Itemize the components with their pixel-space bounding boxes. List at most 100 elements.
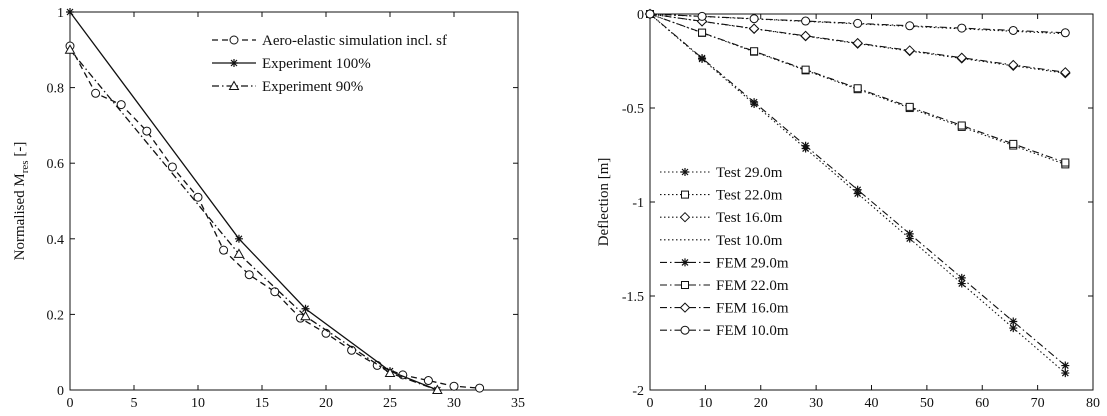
data-point (142, 126, 152, 136)
data-point (853, 185, 862, 194)
x-tick-label: 30 (447, 396, 461, 411)
y-tick-label: 0.2 (47, 308, 65, 323)
data-point (698, 28, 707, 37)
series-line (69, 11, 438, 391)
data-point (1060, 67, 1071, 78)
y-axis-label-subscript: res (19, 160, 31, 173)
y-tick-label: 0.8 (47, 82, 65, 97)
data-point (1061, 361, 1070, 370)
data-point (905, 102, 914, 111)
x-tick-label: 0 (647, 396, 654, 411)
data-point (233, 248, 245, 258)
data-point (116, 100, 126, 110)
y-tick-label: 1 (57, 6, 64, 21)
data-point (853, 18, 863, 28)
data-point (244, 270, 254, 280)
x-axis-label: r [m] (279, 414, 309, 416)
data-point (800, 30, 811, 42)
data-point (1061, 158, 1070, 167)
data-point (750, 98, 759, 107)
data-point (300, 310, 311, 321)
legend-marker (230, 59, 238, 67)
chart-1: 0 10 20 30 40 50 60 70 80 0 -0.5 -1 -1.5 -2 Loading [%… (596, 8, 1100, 416)
y-axis-label: Deflection [m] (596, 158, 612, 247)
data-point (1061, 369, 1070, 378)
y-tick-label: 0.4 (47, 233, 65, 248)
y-axis-label-unit: [-] (12, 142, 28, 161)
legend-marker (681, 190, 689, 199)
x-tick-label: 35 (511, 396, 525, 411)
legend-label: Experiment 100% (262, 56, 371, 72)
data-point (432, 384, 443, 394)
legend-marker (229, 35, 239, 45)
legend: Test 29.0m Test 22.0m Test 16.0m Test 10.0m… (655, 160, 815, 350)
series-2 (64, 44, 443, 394)
data-point (853, 84, 862, 93)
legend-label: FEM 29.0m (716, 255, 789, 271)
chart-0: 0 5 10 15 20 25 30 35 0 0.2 0.4 0.6 0.8 1 r [m] Normali… (12, 6, 525, 416)
series-line (69, 45, 480, 389)
legend-label: FEM 10.0m (716, 323, 789, 339)
data-point (66, 8, 74, 16)
x-tick-label: 70 (1031, 396, 1045, 411)
legend-label: Test 10.0m (716, 233, 783, 249)
legend-marker (681, 168, 689, 176)
data-point (957, 279, 966, 288)
x-tick-label: 20 (754, 396, 768, 411)
legend-label: FEM 22.0m (716, 278, 789, 294)
data-point (698, 54, 707, 63)
y-tick-label: -1.5 (622, 290, 644, 305)
x-tick-label: 60 (975, 396, 989, 411)
series-line (649, 13, 1066, 74)
x-tick-label: 5 (131, 396, 138, 411)
data-point (1008, 59, 1019, 71)
series-line (649, 13, 1066, 374)
legend-marker (228, 80, 240, 90)
data-point (801, 16, 811, 26)
x-tick-label: 0 (67, 396, 74, 411)
data-point (193, 192, 203, 202)
data-point (749, 14, 759, 24)
data-point (852, 37, 863, 49)
data-point (748, 23, 760, 34)
x-tick-label: 15 (255, 396, 269, 411)
legend-marker (681, 258, 689, 267)
y-axis-label-main: Normalised M (12, 173, 28, 260)
series-5 (646, 10, 1070, 167)
x-tick-label: 20 (319, 396, 333, 411)
legend-marker (679, 302, 691, 313)
data-point (905, 21, 915, 31)
data-point (270, 287, 280, 297)
series-4 (646, 10, 1070, 370)
data-point (956, 52, 967, 63)
data-point (645, 9, 655, 19)
x-tick-label: 40 (865, 396, 879, 411)
data-point (801, 141, 810, 150)
data-point (219, 245, 229, 255)
data-point (64, 44, 76, 54)
data-point (957, 121, 966, 130)
legend-label: Experiment 90% (262, 79, 363, 95)
y-tick-label: -0.5 (622, 102, 644, 117)
series-7 (645, 9, 1070, 38)
legend-marker (679, 211, 691, 223)
x-axis-label: Loading [%] (833, 414, 909, 416)
data-point (801, 65, 810, 74)
x-tick-label: 30 (809, 396, 823, 411)
y-tick-label: 0 (637, 8, 644, 23)
data-point (905, 234, 914, 243)
data-point (167, 162, 177, 172)
x-tick-label: 10 (191, 396, 205, 411)
data-point (475, 383, 485, 393)
series-line (69, 49, 438, 391)
legend-label: Test 16.0m (716, 210, 783, 226)
x-tick-label: 80 (1086, 396, 1100, 411)
data-point (957, 23, 967, 33)
data-point (905, 229, 914, 238)
data-point (1060, 28, 1070, 38)
legend-label: Test 22.0m (716, 188, 783, 204)
x-tick-label: 50 (920, 396, 934, 411)
legend-label: Test 29.0m (716, 165, 783, 181)
